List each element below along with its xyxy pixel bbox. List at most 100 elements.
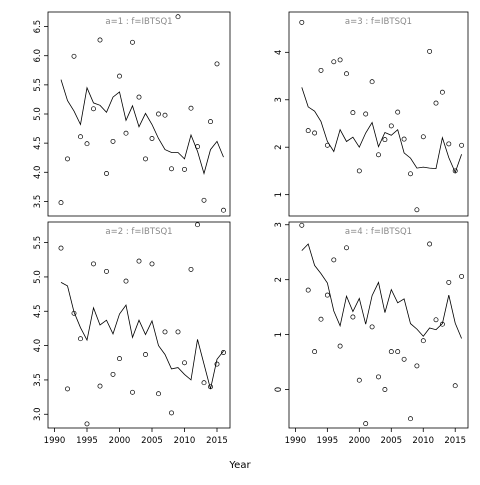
y-tick-label: 4.5 (33, 136, 43, 150)
x-tick-label: 2005 (141, 436, 163, 446)
panel-frame (288, 221, 469, 429)
data-point (71, 53, 77, 59)
data-point (130, 389, 135, 395)
data-point (376, 374, 381, 380)
data-point (446, 279, 452, 285)
data-point (350, 314, 356, 320)
panel-title: a=2 : f=IBTSQ1 (105, 227, 172, 237)
data-point (382, 387, 388, 392)
y-tick-label: 4 (274, 50, 284, 55)
x-tick-label: 2005 (380, 436, 402, 446)
data-point (117, 73, 122, 79)
data-point (123, 278, 129, 284)
x-tick-label: 1995 (317, 436, 339, 446)
y-tick-label: 5.5 (33, 236, 43, 250)
data-point (84, 421, 90, 427)
data-point (143, 352, 148, 357)
data-point (363, 111, 369, 117)
data-point (305, 287, 311, 293)
data-point (201, 197, 207, 203)
y-tick-label: 6.5 (33, 20, 43, 34)
data-point (175, 14, 181, 20)
data-point (58, 245, 64, 251)
data-point (188, 105, 194, 111)
data-point (356, 377, 362, 383)
data-point (84, 141, 90, 147)
y-tick-label: 3.5 (33, 373, 43, 387)
data-point (182, 360, 187, 366)
panel-title: a=3 : f=IBTSQ1 (345, 17, 412, 27)
data-point (104, 171, 109, 176)
panel-title: a=4 : f=IBTSQ1 (345, 227, 412, 237)
data-point (143, 156, 148, 162)
fitted-line (60, 282, 224, 390)
panel-title: a=1 : f=IBTSQ1 (105, 17, 172, 27)
data-point (452, 168, 458, 174)
data-point (324, 142, 330, 148)
data-point (331, 257, 337, 263)
data-point (414, 207, 420, 213)
data-point (427, 48, 433, 54)
data-point (318, 67, 324, 73)
data-point (337, 57, 343, 63)
data-point (162, 329, 168, 335)
data-point (439, 89, 445, 95)
data-point (344, 71, 349, 77)
y-tick-label: 1 (274, 332, 284, 337)
data-point (169, 166, 174, 172)
data-point (156, 391, 161, 397)
data-point (123, 130, 129, 136)
data-point (110, 371, 116, 377)
data-point (388, 349, 394, 355)
fitted-line (60, 79, 224, 175)
data-point (97, 37, 103, 43)
y-tick-label: 2 (274, 144, 284, 149)
y-tick-label: 3.0 (33, 408, 43, 422)
data-point (299, 222, 305, 228)
data-point (214, 61, 220, 67)
data-point (356, 168, 362, 174)
data-point (91, 261, 96, 267)
data-point (162, 112, 168, 118)
y-tick-label: 4.5 (33, 305, 43, 319)
y-tick-label: 5.5 (33, 78, 43, 92)
data-point (305, 128, 311, 134)
data-point (208, 384, 213, 390)
x-tick-label: 2010 (174, 436, 196, 446)
x-axis-label: Year (228, 460, 251, 471)
y-tick-label: 4.0 (33, 339, 43, 353)
data-point (201, 380, 207, 386)
data-point (395, 109, 401, 115)
y-tick-label: 5.0 (33, 107, 43, 121)
data-point (104, 268, 109, 274)
data-point (369, 79, 375, 85)
x-tick-label: 2015 (444, 436, 466, 446)
data-point (130, 39, 135, 45)
data-point (414, 363, 420, 369)
data-point (401, 136, 407, 142)
x-tick-label: 2015 (206, 436, 228, 446)
data-point (388, 123, 394, 129)
data-point (182, 166, 187, 172)
data-point (195, 222, 200, 228)
data-point (350, 110, 356, 116)
data-point (156, 111, 161, 117)
data-point (149, 261, 155, 267)
panel-3: a=2 : f=IBTSQ1 3.0 3.5 4.0 4.5 5.0 5.5 1990 1995… (33, 221, 231, 446)
data-point (312, 130, 318, 136)
data-point (395, 349, 401, 355)
data-point (427, 241, 433, 247)
data-point (97, 383, 103, 389)
y-tick-label: 6.0 (33, 49, 43, 63)
x-tick-label: 2000 (349, 436, 371, 446)
data-point (78, 336, 83, 342)
x-tick-label: 1990 (285, 436, 307, 446)
data-point (188, 266, 194, 272)
data-point (65, 156, 70, 162)
data-point (382, 137, 388, 143)
data-point (331, 59, 337, 65)
y-tick-label: 3.5 (33, 195, 43, 209)
data-point (376, 152, 381, 158)
